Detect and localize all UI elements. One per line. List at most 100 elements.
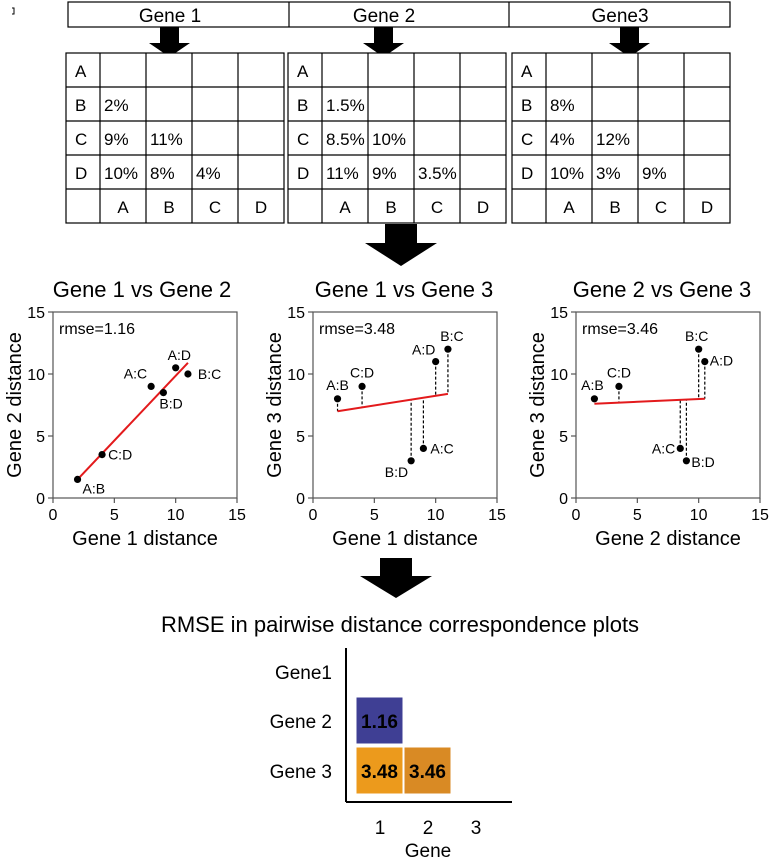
y-tick-label: 10 (27, 367, 45, 384)
x-tick-label: 15 (228, 507, 246, 524)
y-tick-label: 0 (36, 491, 45, 508)
table-cell: 8% (550, 96, 575, 115)
point-label: A:C (124, 365, 147, 381)
y-tick-label: 5 (296, 429, 305, 446)
data-point (590, 395, 599, 403)
data-point (695, 345, 703, 353)
heatmap-cell (403, 746, 452, 795)
data-point (701, 358, 709, 366)
plot-frame (575, 311, 761, 499)
x-tick-label: 5 (370, 507, 379, 524)
y-tick-label: 10 (550, 367, 568, 384)
y-tick-label: 15 (550, 305, 568, 322)
point-label: B:D (691, 454, 714, 470)
heatmap-col-label: 2 (423, 818, 434, 839)
table-col-label: B (385, 198, 396, 217)
scatter-plot: Gene 1 vs Gene 3 0 5 10 15 0 5 10 15 Gene 1 dista… (264, 277, 506, 550)
data-point (333, 395, 342, 403)
table-cell: 2% (104, 96, 129, 115)
table-col-label: A (563, 198, 575, 217)
point-label: A:B (83, 480, 106, 496)
point-label: A:B (581, 377, 604, 393)
scatter-plots: Gene 1 vs Gene 2 0 5 10 15 0 5 10 15 Gene 1 dista… (4, 277, 769, 550)
table-row-label: A (75, 62, 87, 81)
heatmap-cell-value: 1.16 (361, 712, 398, 733)
table-frame (511, 52, 731, 224)
data-point (407, 457, 415, 465)
y-tick-label: 0 (296, 491, 305, 508)
table-cell: 8% (150, 164, 175, 183)
table-row-label: B (75, 96, 86, 115)
arrow-down-icon (363, 27, 404, 57)
point-label: A:D (168, 347, 191, 363)
table-cell: 3.5% (418, 164, 457, 183)
x-tick-label: 15 (488, 507, 506, 524)
table-cell: 3% (596, 164, 621, 183)
data-point (419, 444, 427, 452)
heatmap-cell-value: 3.46 (409, 762, 446, 783)
x-tick-label: 10 (167, 507, 185, 524)
data-point (615, 382, 623, 390)
table-cell: 1.5% (326, 96, 365, 115)
x-tick-label: 10 (690, 507, 708, 524)
heatmap-cell (355, 746, 404, 795)
scatter-plot: Gene 1 vs Gene 2 0 5 10 15 0 5 10 15 Gene 1 dista… (4, 277, 246, 550)
scatter-plot: Gene 2 vs Gene 3 0 5 10 15 0 5 10 15 Gene 2 dista… (527, 277, 769, 550)
table-col-label: D (701, 198, 713, 217)
table-row-label: D (75, 164, 87, 183)
heatmap-row-label: Gene 2 (270, 712, 332, 733)
heatmap-row-label: Gene1 (275, 663, 332, 684)
table-cell: 4% (196, 164, 221, 183)
table-col-label: A (339, 198, 351, 217)
heatmap-cell-value: 3.48 (361, 762, 398, 783)
y-axis-label: Gene 3 distance (527, 332, 549, 478)
table-cell: 11% (326, 164, 359, 183)
point-label: C:D (607, 364, 631, 380)
data-point (73, 475, 82, 483)
data-point (147, 382, 155, 390)
table-row-label: D (521, 164, 533, 183)
rmse-annotation: rmse=1.16 (59, 321, 135, 338)
table-cell: 10% (550, 164, 584, 183)
table-col-label: D (477, 198, 489, 217)
x-tick-label: 10 (427, 507, 445, 524)
table-col-label: C (431, 198, 443, 217)
gene-header-1: Gene 1 (139, 6, 201, 27)
rmse-annotation: rmse=3.46 (582, 321, 658, 338)
table-frame (287, 52, 507, 224)
x-tick-label: 0 (572, 507, 581, 524)
table-row-label: B (521, 96, 532, 115)
point-label: B:C (440, 328, 463, 344)
table-cell: 11% (150, 130, 183, 149)
y-tick-label: 10 (287, 367, 305, 384)
y-axis-label: Gene 2 distance (4, 332, 26, 478)
table-row-label: B (297, 96, 308, 115)
x-tick-label: 0 (309, 507, 318, 524)
table-row-label: A (297, 62, 309, 81)
arrow-down-icon (609, 27, 650, 57)
y-tick-label: 0 (559, 491, 568, 508)
plot-title: Gene 1 vs Gene 3 (315, 277, 494, 302)
gene-header-2: Gene 2 (353, 6, 415, 27)
point-label: C:D (350, 364, 374, 380)
rmse-heatmap: RMSE in pairwise distance correspondence… (161, 612, 639, 860)
data-point (432, 358, 440, 366)
heatmap-col-label: 1 (375, 818, 386, 839)
data-point (159, 389, 167, 397)
x-axis-label: Gene 1 distance (332, 528, 478, 550)
point-label: B:C (685, 328, 708, 344)
table-cell: 10% (104, 164, 138, 183)
y-tick-label: 15 (287, 305, 305, 322)
gene-header-3: Gene3 (591, 6, 648, 27)
table-cell: 9% (104, 130, 129, 149)
table-col-label: B (609, 198, 620, 217)
table-col-label: A (117, 198, 129, 217)
point-label: A:B (326, 377, 349, 393)
y-axis-label: Gene 3 distance (264, 332, 286, 478)
table-cell: 9% (642, 164, 667, 183)
x-tick-label: 5 (633, 507, 642, 524)
point-label: A:C (430, 440, 453, 456)
